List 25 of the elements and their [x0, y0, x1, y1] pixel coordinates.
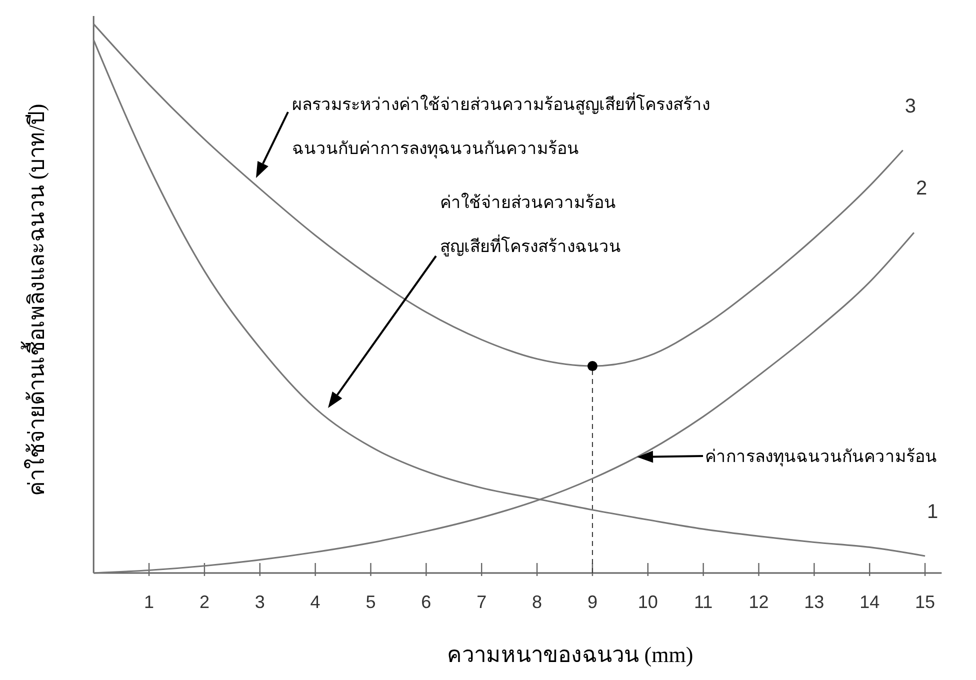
y-axis-title: ค่าใช้จ่ายด้านเชื้อเพลิงและฉนวน (บาท/ปี) — [21, 104, 49, 496]
x-tick-label: 13 — [804, 592, 824, 612]
x-tick-label: 14 — [860, 592, 880, 612]
x-tick-label: 15 — [915, 592, 936, 612]
x-tick-label: 3 — [254, 592, 265, 612]
x-tick-label: 9 — [587, 592, 598, 612]
x-tick-label: 11 — [694, 592, 713, 612]
x-tick-label: 6 — [421, 592, 432, 612]
x-tick-label: 5 — [366, 592, 376, 612]
x-tick-label: 7 — [476, 592, 487, 612]
annotation: ผลรวมระหว่างค่าใช้จ่ายส่วนความร้อนสูญเสียที่โครงสร้าง — [292, 92, 710, 115]
x-tick-label: 2 — [199, 592, 210, 612]
x-axis-title: ความหนาของฉนวน (mm) — [446, 642, 694, 667]
series-label: 3 — [904, 95, 916, 118]
annotation: ค่าการลงทุนฉนวนกันความร้อน — [705, 447, 937, 467]
series-label: 1 — [927, 500, 938, 523]
series-label: 2 — [916, 178, 928, 200]
x-tick-label: 1 — [144, 592, 154, 612]
annotation: ค่าใช้จ่ายส่วนความร้อน — [440, 192, 616, 212]
x-tick-label: 8 — [532, 592, 542, 612]
annotation: สูญเสียที่โครงสร้างฉนวน — [440, 234, 621, 257]
x-tick-label: 12 — [748, 592, 769, 612]
x-tick-label: 4 — [310, 592, 320, 612]
x-tick-label: 10 — [638, 592, 658, 612]
annotation: ฉนวนกับค่าการลงทุฉนวนกันความร้อน — [292, 139, 579, 159]
